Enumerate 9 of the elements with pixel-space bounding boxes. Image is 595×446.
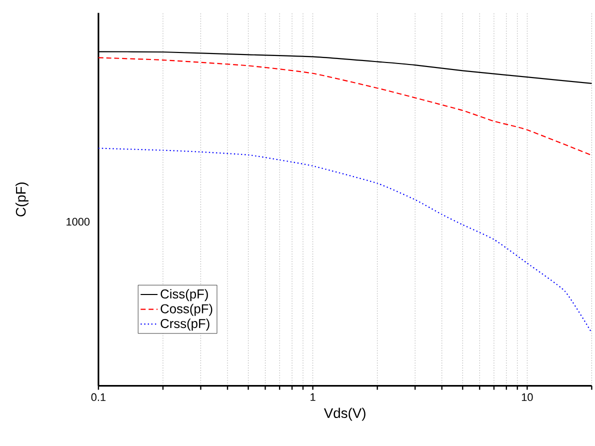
legend-label: Crss(pF): [160, 318, 210, 331]
x-tick-label: 10: [522, 394, 533, 402]
text: 1000: [66, 218, 90, 226]
legend-label: Ciss(pF): [160, 289, 208, 302]
y-axis-title: C(pF): [16, 182, 28, 217]
x-tick-label: 0.1: [91, 394, 106, 402]
x-axis-title: Vds(V): [324, 408, 366, 421]
legend-label: Coss(pF): [160, 304, 212, 316]
x-tick-label: 1: [310, 394, 316, 402]
